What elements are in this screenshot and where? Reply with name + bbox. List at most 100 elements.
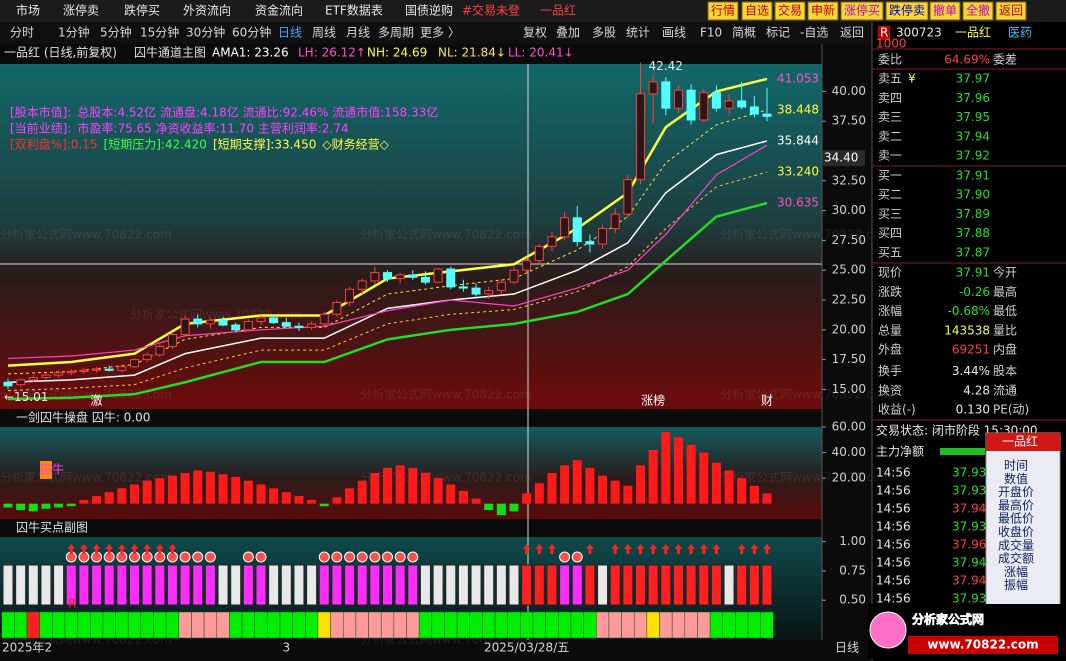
- tool-button[interactable]: 多股: [592, 26, 616, 40]
- button-bg[interactable]: [741, 1, 773, 21]
- menu-item[interactable]: 资金流向: [255, 3, 303, 18]
- stat-value: 143538: [944, 323, 990, 337]
- button-bg[interactable]: [774, 1, 806, 21]
- button-bg[interactable]: [995, 1, 1027, 21]
- menu-item[interactable]: 外资流向: [183, 3, 231, 18]
- candle-body: [357, 280, 367, 290]
- popup-item[interactable]: 数值: [1004, 471, 1028, 486]
- menu-item[interactable]: 涨停卖: [63, 3, 99, 18]
- bar: [762, 493, 772, 504]
- bar: [193, 470, 203, 504]
- signal-block: [761, 564, 773, 606]
- bar: [66, 503, 76, 507]
- candle-body: [699, 92, 709, 121]
- button[interactable]: 全撤: [966, 3, 990, 18]
- indicator-value: LH: 26.12↑: [298, 46, 366, 60]
- signal-block: [597, 564, 609, 606]
- tool-button[interactable]: 简概: [732, 26, 756, 40]
- menu-item[interactable]: 一品红: [540, 3, 576, 18]
- bar: [509, 503, 519, 512]
- popup-item[interactable]: 振幅: [1004, 577, 1028, 592]
- menu-item[interactable]: 市场: [16, 3, 40, 18]
- tool-button[interactable]: 复权: [523, 26, 547, 40]
- candle-body: [319, 313, 329, 325]
- signal-block: [584, 564, 596, 606]
- popup-item[interactable]: 开盘价: [998, 484, 1034, 499]
- signal-block: [15, 564, 27, 606]
- popup-item[interactable]: 收盘价: [998, 524, 1034, 539]
- button[interactable]: 返回: [999, 4, 1023, 18]
- signal-ball: [382, 551, 393, 563]
- menu-item[interactable]: 跌停买: [124, 3, 160, 18]
- menu-item[interactable]: #交易未登: [462, 3, 520, 18]
- button[interactable]: 跌停卖: [889, 3, 925, 18]
- popup-item[interactable]: 时间: [1004, 459, 1028, 473]
- button-bg[interactable]: [929, 1, 961, 21]
- signal-strip: [507, 611, 521, 639]
- button[interactable]: 申新: [811, 3, 835, 18]
- period-tab[interactable]: 5分钟: [100, 25, 132, 40]
- candle-body: [294, 325, 304, 328]
- info-text: [当前业绩]:: [10, 121, 71, 136]
- tool-button[interactable]: F10: [700, 26, 722, 40]
- y-tick-label: 17.50: [832, 352, 866, 366]
- bar: [243, 480, 253, 504]
- bar: [395, 465, 405, 504]
- event-tag: 涨榜: [641, 393, 665, 408]
- signal-block: [2, 564, 14, 606]
- bar: [623, 485, 633, 504]
- ask-price: 37.94: [956, 129, 990, 143]
- popup-item[interactable]: 涨幅: [1004, 564, 1028, 579]
- tag-bg: [40, 461, 52, 479]
- period-tab[interactable]: 30分钟: [186, 25, 225, 40]
- button-bg[interactable]: [807, 1, 839, 21]
- bar: [370, 473, 380, 504]
- button[interactable]: 撤单: [933, 3, 957, 18]
- button-bg[interactable]: [707, 1, 739, 21]
- period-tab[interactable]: 日线: [278, 26, 302, 40]
- candle-body: [572, 217, 582, 243]
- signal-strip: [520, 611, 534, 639]
- signal-block: [647, 564, 659, 606]
- signal-block: [356, 564, 368, 606]
- period-tab[interactable]: 分时: [10, 26, 34, 40]
- period-tab[interactable]: 60分钟: [232, 25, 271, 40]
- watermark: 分析家公式网www.70822.com: [360, 227, 532, 242]
- popup-item[interactable]: 成交量: [998, 537, 1034, 552]
- period-tab[interactable]: 月线: [346, 26, 370, 40]
- button[interactable]: 行情: [711, 4, 735, 18]
- popup-item[interactable]: 成交额: [998, 551, 1034, 566]
- menu-item[interactable]: 国债逆购: [405, 3, 453, 18]
- badge-sub: 1000: [876, 37, 907, 51]
- bar: [648, 450, 658, 504]
- button-bg[interactable]: [962, 1, 994, 21]
- signal-ball: [407, 551, 419, 563]
- tool-button[interactable]: 返回: [840, 26, 864, 40]
- button[interactable]: 涨停买: [844, 3, 880, 18]
- period-tab[interactable]: 多周期: [378, 26, 414, 40]
- candle-body: [484, 289, 494, 295]
- tool-button[interactable]: 统计: [626, 26, 650, 40]
- button-bg[interactable]: [885, 1, 929, 21]
- signal-block: [419, 564, 431, 606]
- tool-button[interactable]: 标记: [766, 26, 790, 40]
- period-tab[interactable]: 周线: [312, 26, 336, 40]
- period-tab[interactable]: 15分钟: [140, 25, 179, 40]
- button[interactable]: 交易: [778, 3, 802, 18]
- signal-block: [432, 564, 444, 606]
- button-bg[interactable]: [840, 1, 884, 21]
- tool-button[interactable]: 叠加: [556, 26, 580, 40]
- candle-body: [155, 345, 165, 356]
- popup-item[interactable]: 最低价: [998, 512, 1034, 526]
- bar: [180, 473, 190, 504]
- tool-button[interactable]: 画线: [662, 26, 686, 40]
- period-tab[interactable]: 1分钟: [58, 25, 90, 40]
- candle-body: [243, 320, 253, 331]
- button[interactable]: 自选: [745, 4, 769, 18]
- popup-item[interactable]: 最高价: [998, 497, 1034, 512]
- tool-button[interactable]: -自选: [800, 26, 828, 40]
- menu-item[interactable]: ETF数据表: [325, 3, 383, 18]
- info-text: [短期支撑]:33.450: [213, 137, 316, 152]
- period-tab[interactable]: 更多 〉: [420, 26, 460, 40]
- signal-strip: [267, 611, 281, 639]
